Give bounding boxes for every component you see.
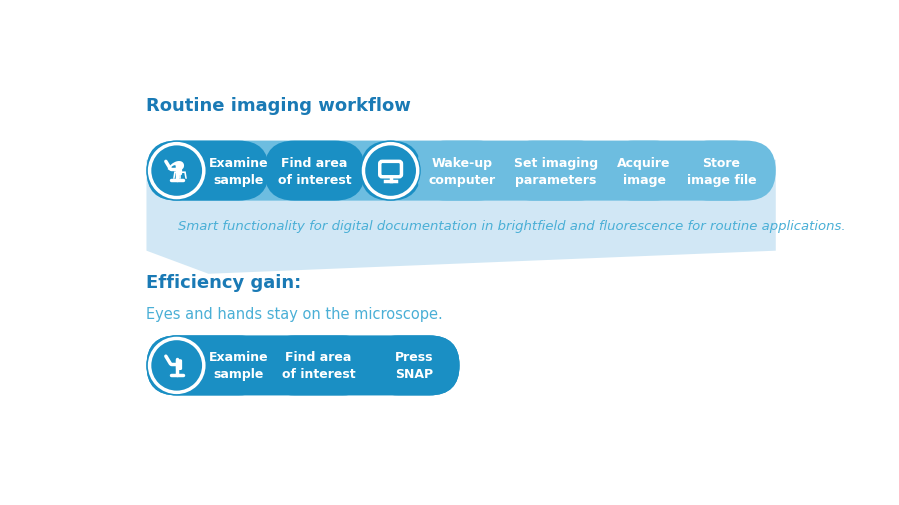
FancyBboxPatch shape: [503, 141, 609, 201]
Circle shape: [361, 142, 420, 200]
FancyBboxPatch shape: [416, 141, 508, 201]
Text: Store
image file: Store image file: [687, 156, 756, 186]
FancyBboxPatch shape: [176, 165, 182, 176]
FancyBboxPatch shape: [604, 141, 684, 201]
FancyBboxPatch shape: [176, 360, 182, 370]
Text: Eyes and hands stay on the microscope.: Eyes and hands stay on the microscope.: [147, 307, 443, 322]
FancyBboxPatch shape: [264, 141, 365, 201]
FancyBboxPatch shape: [147, 336, 459, 395]
Text: ⚗: ⚗: [165, 159, 188, 183]
FancyBboxPatch shape: [264, 336, 373, 395]
Text: Examine
sample: Examine sample: [209, 350, 269, 381]
Text: Acquire
image: Acquire image: [618, 156, 671, 186]
Text: Press
SNAP: Press SNAP: [395, 350, 433, 381]
FancyBboxPatch shape: [368, 336, 459, 395]
Text: Find area
of interest: Find area of interest: [281, 350, 355, 381]
Text: Find area
of interest: Find area of interest: [278, 156, 352, 186]
FancyBboxPatch shape: [147, 141, 776, 201]
Text: Examine
sample: Examine sample: [209, 156, 269, 186]
FancyBboxPatch shape: [147, 141, 269, 201]
Text: Wake-up
computer: Wake-up computer: [428, 156, 495, 186]
Circle shape: [147, 336, 206, 395]
Text: Routine imaging workflow: Routine imaging workflow: [147, 96, 412, 115]
Text: Efficiency gain:: Efficiency gain:: [147, 273, 302, 291]
FancyBboxPatch shape: [360, 141, 421, 201]
Text: Set imaging
parameters: Set imaging parameters: [513, 156, 598, 186]
Circle shape: [147, 142, 206, 200]
Text: Smart functionality for digital documentation in brightfield and fluorescence fo: Smart functionality for digital document…: [178, 219, 846, 232]
Polygon shape: [147, 161, 776, 274]
FancyBboxPatch shape: [680, 141, 763, 201]
FancyBboxPatch shape: [147, 336, 269, 395]
